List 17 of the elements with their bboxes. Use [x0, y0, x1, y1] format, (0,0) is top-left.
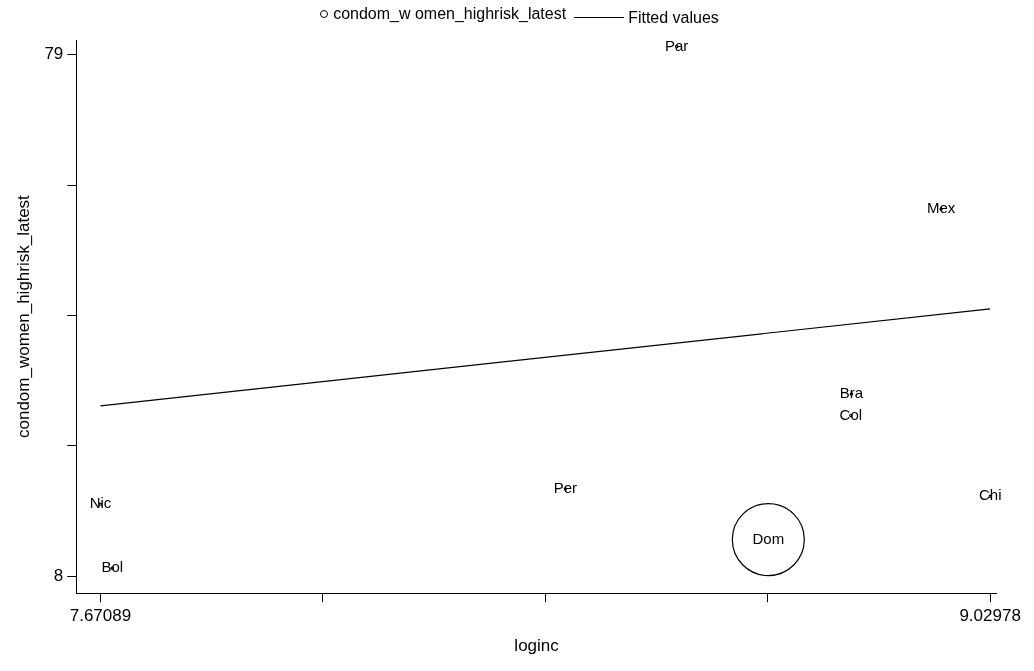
y-tick-label: 79 — [44, 44, 64, 64]
x-tick-label: 7.67089 — [69, 606, 132, 626]
x-tick-label: 9.02978 — [959, 606, 1021, 626]
annotation: Per — [553, 479, 578, 497]
y-tick-label: 8 — [53, 565, 64, 585]
annotation: Dom — [752, 529, 785, 547]
annotation: Col — [839, 405, 863, 423]
legend-label: Fitted values — [628, 7, 719, 28]
annotation: Bol — [101, 558, 124, 576]
annotation: Chi — [979, 486, 1002, 504]
annotation: Nic — [89, 494, 112, 512]
annotation: Par — [664, 36, 689, 54]
y-axis-title: condom_women_highrisk_latest — [13, 194, 33, 439]
legend-label: condom_w omen_highrisk_latest — [333, 4, 567, 24]
annotation: Mex — [926, 199, 956, 217]
annotation: Bra — [839, 384, 864, 402]
x-axis-title: loginc — [514, 636, 560, 656]
